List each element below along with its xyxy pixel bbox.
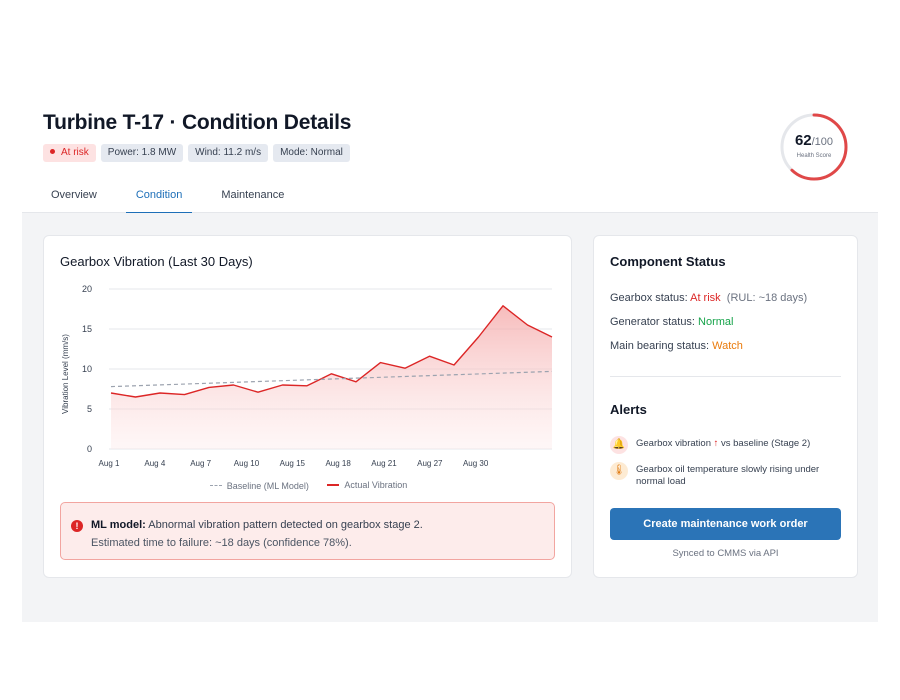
legend-baseline-swatch (209, 485, 222, 486)
chart-title: Gearbox Vibration (Last 30 Days) (60, 254, 253, 269)
component-status-title: Component Status (610, 254, 726, 269)
generator-status-row: Generator status: Normal (610, 316, 734, 328)
alert-vibration-text-b: vs baseline (Stage 2) (718, 438, 811, 449)
create-work-order-button[interactable]: Create maintenance work order (610, 508, 841, 540)
actual-vibration-area (111, 305, 552, 449)
y-tick-label: 10 (82, 364, 92, 374)
mode-chip: Mode: Normal (273, 144, 350, 162)
arrow-up-icon: ↑ (713, 438, 719, 449)
vibration-chart-card: Gearbox Vibration (Last 30 Days) 0 5 10 15 2… (43, 235, 572, 578)
gearbox-status-label: Gearbox status: (610, 292, 691, 304)
y-tick-label: 20 (82, 284, 92, 294)
tab-overview[interactable]: Overview (51, 189, 97, 201)
bearing-status-label: Main bearing status: (610, 340, 713, 352)
health-score-value: 62/100 (778, 132, 850, 149)
health-gauge-ring (780, 113, 848, 181)
legend-baseline: Baseline (ML Model) (209, 480, 309, 491)
alert-vibration-text: Gearbox vibration ↑ vs baseline (Stage 2… (636, 438, 848, 450)
bearing-status-row: Main bearing status: Watch (610, 340, 743, 352)
ml-alert-ttf: Estimated time to failure: ~18 days (con… (91, 537, 352, 549)
alert-oil-temp-text: Gearbox oil temperature slowly rising un… (636, 464, 820, 487)
page-title: Turbine T-17 · Condition Details (43, 111, 352, 134)
risk-badge-label: At risk (61, 147, 89, 158)
power-chip: Power: 1.8 MW (100, 144, 184, 162)
health-score-gauge: 62/100 Health Score (778, 111, 850, 183)
ml-alert-text: Abnormal vibration pattern detected on g… (145, 519, 423, 531)
divider (610, 376, 841, 377)
gearbox-rul: (RUL: ~18 days) (726, 292, 808, 304)
gearbox-status-row: Gearbox status: At risk (RUL: ~18 days) (610, 292, 807, 304)
health-score-label: Health Score (796, 153, 832, 159)
x-tick-label: Aug 10 (234, 459, 260, 468)
actual-vibration-line (110, 305, 553, 398)
x-tick-label: Aug 21 (371, 459, 397, 468)
tab-maintenance[interactable]: Maintenance (221, 189, 285, 201)
x-tick-label: Aug 7 (190, 459, 211, 468)
legend-baseline-label: Baseline (ML Model) (226, 480, 309, 491)
y-tick-label: 5 (87, 404, 92, 414)
generator-status-value: Normal (698, 316, 734, 328)
ml-model-alert: ! ML model: Abnormal vibration pattern d… (60, 502, 555, 560)
tab-bar: Overview Condition Maintenance (22, 180, 294, 214)
x-tick-label: Aug 30 (463, 459, 489, 468)
vibration-chart: 0 5 10 15 20 Aug 1 Aug 4 Aug 7 Aug 10 Aug 15 Aug … (61, 284, 553, 468)
y-tick-label: 0 (87, 444, 92, 454)
risk-badge: At risk (43, 144, 96, 162)
x-tick-label: Aug 18 (325, 459, 351, 468)
main-content: Gearbox Vibration (Last 30 Days) 0 5 10 15 2… (22, 213, 878, 622)
bearing-status-value: Watch (712, 340, 743, 352)
legend-actual-label: Actual Vibration (344, 480, 408, 490)
x-tick-label: Aug 1 (99, 459, 120, 468)
x-tick-label: Aug 4 (144, 459, 165, 468)
alerts-title: Alerts (610, 402, 647, 417)
ml-alert-message: ML model: Abnormal vibration pattern det… (91, 519, 423, 531)
status-chips: At risk Power: 1.8 MW Wind: 11.2 m/s Mod… (43, 144, 350, 162)
exclamation-icon: ! (71, 520, 83, 532)
tab-condition[interactable]: Condition (125, 180, 193, 214)
risk-dot-icon (50, 149, 55, 154)
thermometer-icon: 🌡 (610, 462, 628, 480)
bell-icon: 🔔 (610, 436, 628, 454)
x-tick-label: Aug 27 (417, 459, 443, 468)
alert-vibration-text-a: Gearbox vibration (636, 438, 714, 449)
component-status-card: Component Status Gearbox status: At risk… (593, 235, 858, 578)
chart-legend: Baseline (ML Model) Actual Vibration (44, 478, 573, 491)
health-score-max: /100 (811, 136, 834, 148)
y-axis-label: Vibration Level (mm/s) (61, 334, 70, 414)
y-tick-label: 15 (82, 324, 92, 334)
sync-status: Synced to CMMS via API (672, 548, 779, 559)
legend-actual: Actual Vibration (327, 480, 407, 490)
legend-actual-swatch (327, 484, 340, 486)
wind-chip: Wind: 11.2 m/s (188, 144, 269, 162)
app-window: Turbine T-17 · Condition Details At risk… (22, 95, 878, 622)
ml-alert-label: ML model: (91, 519, 146, 531)
x-tick-label: Aug 15 (280, 459, 306, 468)
gearbox-status-value: At risk (690, 292, 721, 304)
health-score-number: 62 (794, 132, 812, 149)
page-header: Turbine T-17 · Condition Details At risk… (22, 95, 878, 214)
baseline-line (110, 370, 553, 388)
generator-status-label: Generator status: (610, 316, 699, 328)
